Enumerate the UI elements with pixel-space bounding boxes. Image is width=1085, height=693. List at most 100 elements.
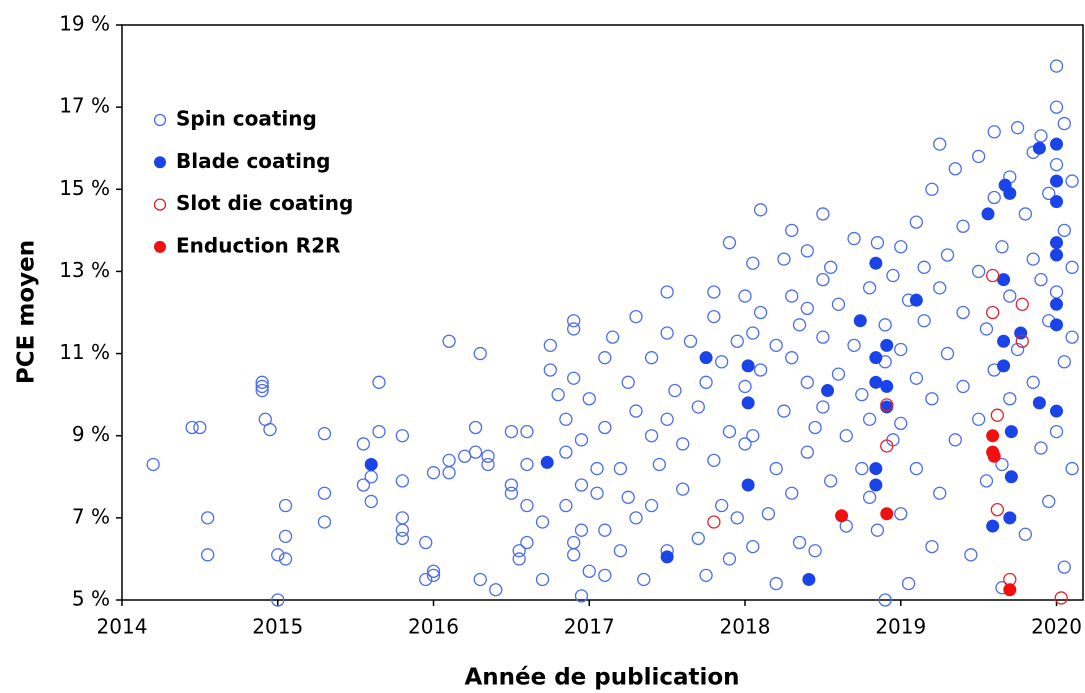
point — [979, 322, 994, 336]
point — [1050, 404, 1064, 418]
x-axis-title: Année de publication — [464, 665, 739, 691]
point — [878, 593, 892, 607]
point — [800, 445, 814, 459]
point — [504, 424, 519, 439]
point — [880, 379, 894, 393]
point — [777, 252, 791, 266]
point — [800, 301, 814, 316]
x-tick-label: 2015 — [252, 615, 303, 639]
point — [964, 548, 978, 562]
point — [855, 461, 869, 476]
point — [458, 449, 472, 463]
point — [753, 363, 768, 377]
point — [395, 531, 410, 546]
point — [1015, 297, 1029, 311]
point — [870, 236, 885, 250]
y-tick-label: 5 % — [72, 587, 110, 611]
point — [317, 515, 332, 529]
point — [1049, 424, 1064, 439]
point — [1004, 470, 1018, 484]
point — [987, 125, 1001, 139]
point — [986, 429, 1000, 443]
point — [738, 289, 752, 303]
point — [707, 309, 721, 324]
y-tick-label: 19 % — [59, 12, 110, 36]
x-tick-label: 2014 — [97, 615, 148, 639]
point — [676, 437, 690, 451]
point — [894, 416, 908, 431]
point — [715, 498, 729, 513]
point — [831, 367, 846, 381]
point — [738, 437, 752, 451]
point — [644, 351, 659, 365]
point — [1042, 186, 1056, 201]
point — [741, 478, 755, 492]
point — [869, 351, 883, 365]
point — [567, 322, 581, 336]
point — [629, 309, 643, 324]
point — [785, 351, 799, 365]
point — [894, 240, 908, 254]
point — [512, 552, 526, 566]
point — [621, 490, 635, 504]
point — [442, 334, 456, 348]
point — [785, 486, 799, 500]
x-tick-label: 2016 — [408, 615, 459, 639]
point — [468, 420, 483, 435]
point — [442, 466, 456, 480]
point — [821, 384, 835, 398]
point — [880, 398, 894, 412]
point — [948, 433, 962, 447]
point — [1034, 441, 1048, 455]
point — [1050, 318, 1064, 332]
point — [746, 429, 760, 443]
point — [426, 568, 441, 583]
y-tick-label: 7 % — [72, 504, 110, 528]
point — [426, 564, 441, 578]
plot-frame — [121, 24, 1084, 601]
point — [785, 223, 799, 238]
point — [956, 379, 970, 394]
point — [1065, 260, 1079, 274]
legend-label: Spin coating — [176, 107, 317, 131]
point — [901, 576, 916, 591]
point — [707, 453, 721, 468]
point — [816, 330, 830, 344]
point — [722, 424, 737, 439]
point — [1034, 272, 1048, 287]
point — [1010, 121, 1025, 135]
point — [933, 281, 947, 295]
x-tick-label: 2019 — [875, 615, 926, 639]
point — [201, 511, 215, 525]
point — [824, 474, 838, 488]
point — [590, 486, 604, 500]
point — [862, 490, 877, 504]
point — [1003, 511, 1017, 525]
point — [839, 429, 853, 443]
point — [995, 240, 1009, 254]
point — [481, 449, 495, 463]
point — [986, 519, 1000, 533]
point — [356, 437, 371, 451]
point — [551, 387, 565, 402]
point — [278, 498, 293, 513]
point — [853, 314, 867, 328]
point — [816, 400, 830, 414]
point — [738, 379, 752, 394]
point — [574, 589, 589, 603]
point — [582, 392, 596, 406]
point — [1057, 560, 1071, 574]
point — [816, 272, 830, 287]
point — [869, 375, 883, 389]
point — [567, 535, 581, 550]
point — [1026, 375, 1040, 389]
point — [468, 445, 483, 459]
point — [364, 470, 378, 484]
point — [621, 375, 635, 389]
y-tick-label: 17 % — [59, 94, 110, 118]
point — [1057, 223, 1071, 238]
point — [574, 523, 589, 537]
point — [683, 334, 698, 348]
point — [1010, 342, 1025, 357]
